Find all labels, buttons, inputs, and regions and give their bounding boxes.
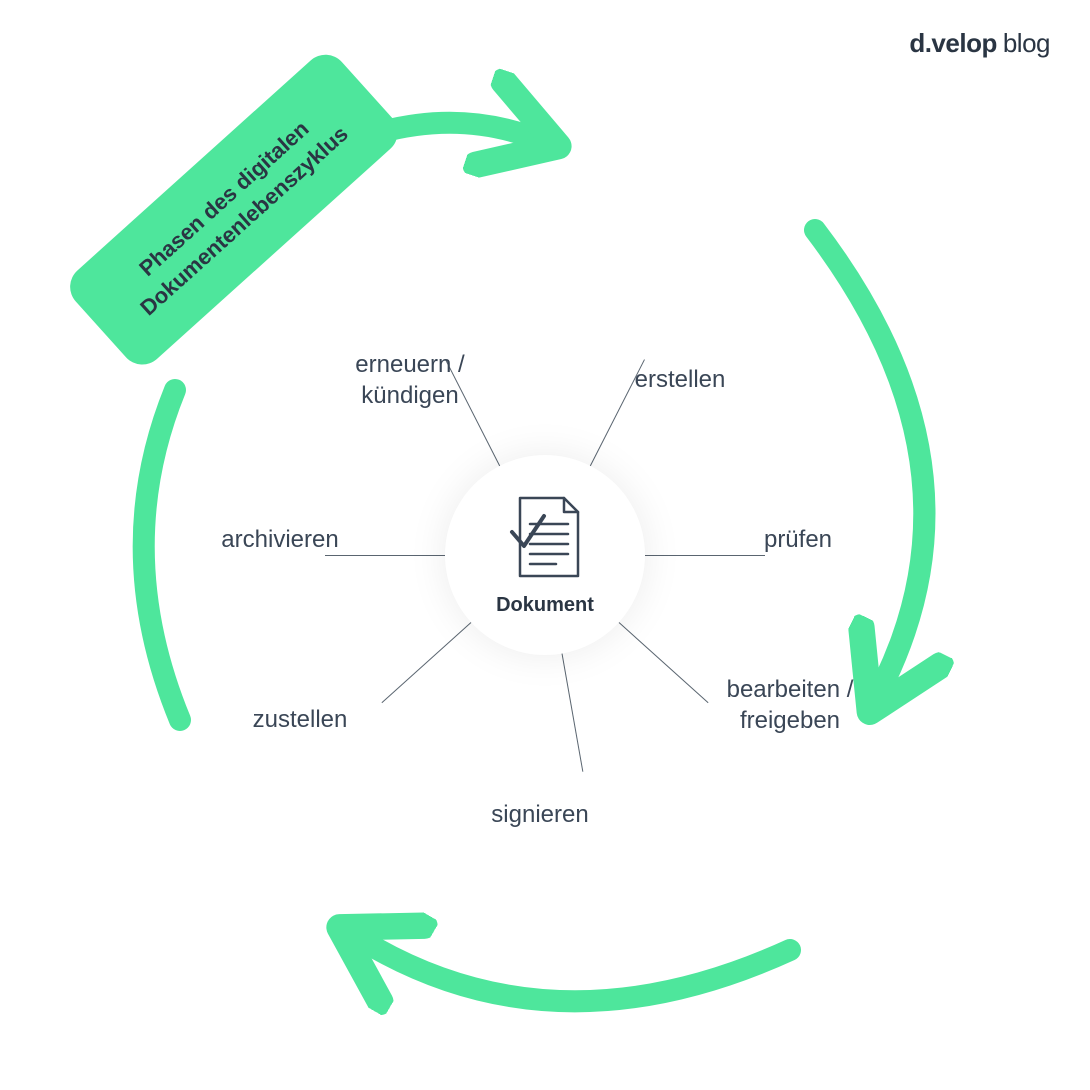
brand-bold: d.velop bbox=[909, 28, 997, 58]
spoke-archivieren bbox=[325, 555, 445, 556]
spoke-pruefen bbox=[645, 555, 765, 556]
brand-logo: d.velopblog bbox=[909, 28, 1050, 59]
document-check-icon bbox=[506, 494, 584, 582]
title-banner: Phasen des digitalen Dokumentenlebenszyk… bbox=[61, 45, 407, 373]
spoke-bearbeiten bbox=[619, 622, 709, 703]
phase-erstellen: erstellen bbox=[635, 364, 726, 395]
arc-left bbox=[144, 390, 180, 720]
spoke-zustellen bbox=[381, 622, 471, 703]
phase-archivieren: archivieren bbox=[221, 524, 338, 555]
spoke-signieren bbox=[562, 654, 584, 772]
arc-right bbox=[815, 230, 924, 680]
phase-signieren: signieren bbox=[491, 799, 588, 830]
arc-bottom bbox=[370, 945, 790, 1001]
center-node: Dokument bbox=[445, 455, 645, 655]
phase-bearbeiten: bearbeiten /freigeben bbox=[727, 674, 854, 736]
banner-line2: Dokumentenlebenszyklus bbox=[135, 121, 353, 320]
phase-pruefen: prüfen bbox=[764, 524, 832, 555]
center-label: Dokument bbox=[496, 594, 594, 617]
brand-light: blog bbox=[1003, 28, 1050, 58]
diagram-canvas: d.velopblog erstellen prüfen bearbeiten /f… bbox=[0, 0, 1090, 1090]
phase-erneuern: erneuern /kündigen bbox=[355, 349, 464, 411]
phase-zustellen: zustellen bbox=[253, 704, 348, 735]
